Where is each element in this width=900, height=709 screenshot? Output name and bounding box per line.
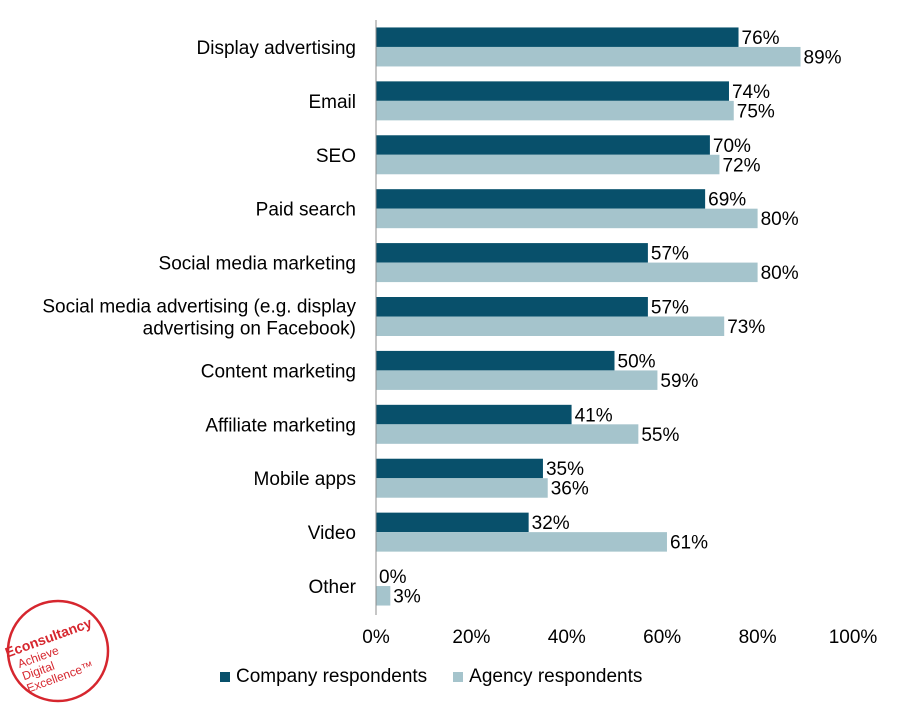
company-value-label: 74% bbox=[732, 82, 770, 103]
company-value-label: 32% bbox=[532, 513, 570, 534]
category-label: Affiliate marketing bbox=[205, 415, 356, 436]
company-value-label: 0% bbox=[379, 567, 407, 588]
category-label: Other bbox=[308, 577, 356, 598]
company-bar bbox=[376, 297, 648, 317]
company-bar bbox=[376, 27, 739, 46]
company-value-label: 41% bbox=[575, 405, 613, 426]
company-value-label: 70% bbox=[713, 136, 751, 157]
legend-label-company: Company respondents bbox=[236, 666, 427, 688]
legend: Company respondents Agency respondents bbox=[220, 666, 642, 688]
agency-value-label: 80% bbox=[761, 209, 799, 230]
agency-value-label: 55% bbox=[641, 425, 679, 446]
company-bar bbox=[376, 81, 729, 101]
company-value-label: 57% bbox=[651, 298, 689, 319]
agency-bar bbox=[376, 478, 548, 498]
agency-bar bbox=[376, 532, 667, 552]
agency-bar bbox=[376, 47, 801, 67]
agency-value-label: 59% bbox=[660, 371, 698, 392]
agency-bar bbox=[376, 317, 724, 337]
company-bar bbox=[376, 405, 572, 425]
legend-item-company: Company respondents bbox=[220, 666, 427, 688]
agency-value-label: 80% bbox=[761, 263, 799, 284]
agency-bar bbox=[376, 370, 657, 390]
category-label: Email bbox=[308, 92, 356, 113]
category-label: Video bbox=[308, 523, 356, 544]
agency-bar bbox=[376, 101, 734, 121]
x-tick-label: 100% bbox=[829, 627, 878, 648]
agency-value-label: 89% bbox=[804, 47, 842, 68]
company-value-label: 35% bbox=[546, 459, 584, 480]
agency-bar bbox=[376, 586, 390, 606]
company-value-label: 76% bbox=[742, 28, 780, 49]
company-bar bbox=[376, 351, 615, 371]
category-label: Display advertising bbox=[197, 38, 356, 59]
agency-value-label: 75% bbox=[737, 101, 775, 122]
x-tick-label: 0% bbox=[362, 627, 390, 648]
company-bar bbox=[376, 243, 648, 263]
legend-item-agency: Agency respondents bbox=[453, 666, 642, 688]
agency-value-label: 73% bbox=[727, 317, 765, 338]
category-label: Social media advertising (e.g. display ad… bbox=[42, 297, 356, 340]
category-label: Social media marketing bbox=[159, 254, 356, 275]
agency-value-label: 3% bbox=[393, 587, 421, 608]
company-bar bbox=[376, 189, 705, 209]
agency-value-label: 72% bbox=[722, 155, 760, 176]
category-label: Mobile apps bbox=[254, 469, 356, 490]
agency-value-label: 36% bbox=[551, 479, 589, 500]
econsultancy-logo: Econsultancy Achieve Digital Excellence™ bbox=[2, 596, 114, 706]
company-value-label: 57% bbox=[651, 244, 689, 265]
legend-swatch-company bbox=[220, 672, 230, 682]
company-value-label: 50% bbox=[618, 351, 656, 372]
company-bar bbox=[376, 513, 529, 533]
agency-bar bbox=[376, 209, 758, 229]
x-tick-label: 60% bbox=[643, 627, 681, 648]
legend-swatch-agency bbox=[453, 672, 463, 682]
agency-bar bbox=[376, 263, 758, 283]
company-bar bbox=[376, 135, 710, 155]
agency-bar bbox=[376, 424, 638, 444]
company-bar bbox=[376, 459, 543, 479]
category-label-line: advertising on Facebook) bbox=[143, 319, 356, 340]
company-value-label: 69% bbox=[708, 190, 746, 211]
category-label: Content marketing bbox=[201, 361, 356, 382]
legend-label-agency: Agency respondents bbox=[469, 666, 642, 688]
x-tick-label: 80% bbox=[739, 627, 777, 648]
x-tick-label: 40% bbox=[548, 627, 586, 648]
agency-value-label: 61% bbox=[670, 533, 708, 554]
x-tick-label: 20% bbox=[452, 627, 490, 648]
category-label-line: Social media advertising (e.g. display bbox=[42, 297, 356, 318]
agency-bar bbox=[376, 155, 719, 175]
category-label: Paid search bbox=[256, 200, 356, 221]
category-label: SEO bbox=[316, 146, 356, 167]
